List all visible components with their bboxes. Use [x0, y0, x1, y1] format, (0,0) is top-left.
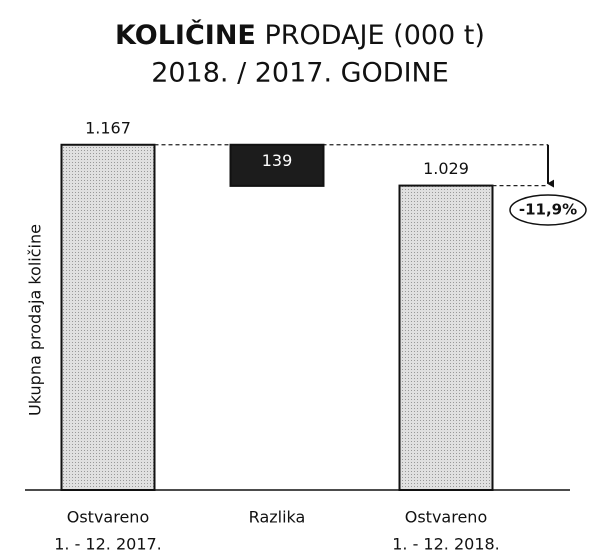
- title-rest: PRODAJE (000 t): [264, 20, 484, 51]
- x-tick-label: 1. - 12. 2017.: [54, 535, 162, 550]
- title-bold: KOLIČINE: [115, 19, 256, 51]
- x-tick-label: 1. - 12. 2018.: [392, 535, 500, 550]
- total-bar: [398, 184, 494, 491]
- difference-bar: [229, 143, 325, 187]
- value-label: 1.167: [85, 118, 131, 137]
- annotation-ellipse: [509, 194, 587, 226]
- x-tick-label: Razlika: [249, 508, 306, 527]
- y-axis-label: Ukupna prodaja količine: [26, 224, 45, 416]
- chart-title: KOLIČINE PRODAJE (000 t): [115, 19, 485, 51]
- total-bar: [60, 143, 156, 491]
- value-label: 139: [262, 151, 293, 170]
- chart-subtitle: 2018. / 2017. GODINE: [151, 58, 449, 89]
- value-label: 1.029: [423, 159, 469, 178]
- x-tick-label: Ostvareno: [405, 508, 487, 527]
- annotation: -11,9%: [519, 201, 577, 219]
- x-tick-label: Ostvareno: [67, 508, 149, 527]
